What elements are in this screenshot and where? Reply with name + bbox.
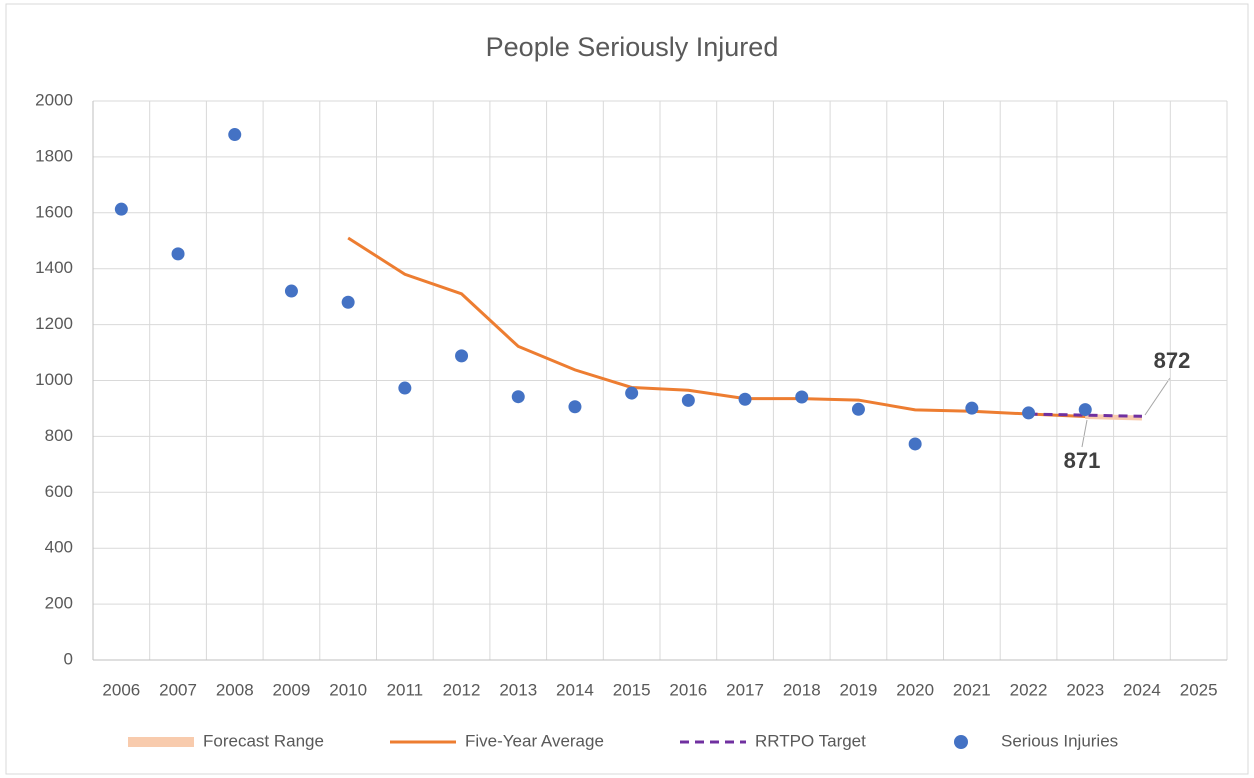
x-tick-label: 2020 bbox=[896, 680, 934, 699]
x-tick-label: 2017 bbox=[726, 680, 764, 699]
y-tick-label: 800 bbox=[45, 426, 73, 445]
y-tick-label: 200 bbox=[45, 594, 73, 613]
point bbox=[455, 349, 469, 363]
point bbox=[228, 128, 242, 142]
point bbox=[568, 400, 582, 414]
data-label: 872 bbox=[1154, 348, 1191, 373]
data-label: 871 bbox=[1064, 448, 1101, 473]
x-tick-label: 2023 bbox=[1066, 680, 1104, 699]
point bbox=[965, 401, 979, 415]
y-tick-label: 1200 bbox=[35, 314, 73, 333]
x-tick-label: 2022 bbox=[1010, 680, 1048, 699]
y-tick-label: 0 bbox=[64, 649, 73, 668]
legend-label: RRTPO Target bbox=[755, 731, 866, 750]
callout-leader bbox=[1144, 377, 1171, 416]
y-tick-label: 1600 bbox=[35, 202, 73, 221]
y-tick-label: 1800 bbox=[35, 146, 73, 165]
x-tick-label: 2016 bbox=[669, 680, 707, 699]
x-tick-label: 2006 bbox=[102, 680, 140, 699]
point bbox=[795, 390, 809, 404]
point bbox=[398, 381, 412, 395]
x-tick-label: 2013 bbox=[499, 680, 537, 699]
chart-title: People Seriously Injured bbox=[486, 32, 779, 62]
legend-label: Serious Injuries bbox=[1001, 731, 1118, 750]
legend-label: Forecast Range bbox=[203, 731, 324, 750]
x-tick-label: 2007 bbox=[159, 680, 197, 699]
x-tick-label: 2015 bbox=[613, 680, 651, 699]
callout-leader bbox=[1081, 419, 1088, 448]
y-tick-label: 1000 bbox=[35, 370, 73, 389]
point bbox=[171, 247, 185, 261]
point bbox=[284, 284, 298, 298]
point bbox=[511, 390, 525, 404]
y-tick-label: 2000 bbox=[35, 90, 73, 109]
point bbox=[341, 295, 355, 309]
x-tick-label: 2019 bbox=[840, 680, 878, 699]
x-tick-label: 2009 bbox=[273, 680, 311, 699]
x-tick-label: 2008 bbox=[216, 680, 254, 699]
y-tick-label: 600 bbox=[45, 482, 73, 501]
y-tick-label: 400 bbox=[45, 538, 73, 557]
x-tick-label: 2024 bbox=[1123, 680, 1161, 699]
point bbox=[908, 437, 922, 451]
point bbox=[851, 402, 865, 416]
point bbox=[681, 393, 695, 407]
x-tick-label: 2018 bbox=[783, 680, 821, 699]
x-tick-label: 2021 bbox=[953, 680, 991, 699]
x-tick-label: 2010 bbox=[329, 680, 367, 699]
legend-label: Five-Year Average bbox=[465, 731, 604, 750]
legend-swatch bbox=[128, 737, 194, 747]
x-tick-label: 2014 bbox=[556, 680, 594, 699]
y-tick-label: 1400 bbox=[35, 258, 73, 277]
point bbox=[738, 392, 752, 406]
target-line bbox=[1028, 412, 1142, 418]
line bbox=[347, 236, 1086, 419]
point bbox=[114, 202, 128, 216]
x-tick-label: 2025 bbox=[1180, 680, 1218, 699]
x-tick-label: 2011 bbox=[387, 680, 424, 699]
legend-swatch bbox=[954, 735, 968, 749]
point bbox=[1022, 406, 1036, 420]
point bbox=[1078, 403, 1092, 417]
point bbox=[625, 386, 639, 400]
x-tick-label: 2012 bbox=[443, 680, 481, 699]
